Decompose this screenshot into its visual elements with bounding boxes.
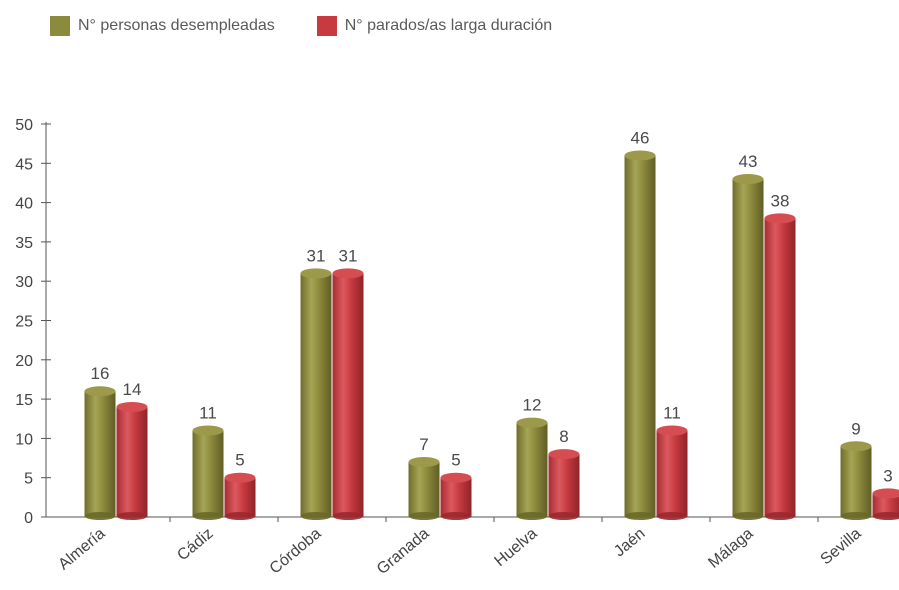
bar-base [332, 512, 364, 520]
data-label: 3 [883, 466, 892, 485]
y-tick-label: 35 [15, 235, 33, 252]
bar-cap [840, 441, 872, 452]
data-label: 9 [851, 419, 860, 438]
bar [300, 273, 332, 517]
x-tick-label: Sevilla [818, 525, 865, 568]
bar [732, 179, 764, 517]
bar-base [732, 512, 764, 520]
bar-base [656, 512, 688, 520]
data-label: 46 [631, 128, 650, 147]
bar-cap [192, 425, 224, 436]
bar [764, 218, 796, 517]
y-tick-label: 25 [15, 314, 33, 331]
data-label: 7 [419, 435, 428, 454]
x-tick-label: Córdoba [267, 525, 325, 578]
bar-cap [656, 425, 688, 436]
data-label: 11 [199, 404, 217, 423]
bar-cap [732, 174, 764, 185]
legend-swatch-series-2 [316, 16, 337, 36]
bar-base [872, 512, 899, 520]
x-tick-label: Almería [55, 525, 108, 574]
data-label: 14 [123, 380, 142, 399]
bar [332, 273, 364, 517]
bar-cap [300, 268, 332, 279]
legend: N° personas desempleadas N° parados/as l… [50, 16, 594, 36]
bar-cap [224, 472, 256, 483]
x-tick-label: Huelva [491, 525, 540, 570]
bar [548, 454, 580, 517]
data-label: 16 [91, 364, 110, 383]
bar-cap [516, 417, 548, 428]
y-tick-label: 10 [15, 431, 33, 448]
y-tick-label: 30 [15, 274, 33, 291]
bar-base [516, 512, 548, 520]
y-tick-label: 45 [15, 156, 33, 173]
y-tick-label: 50 [15, 117, 33, 134]
data-label: 11 [663, 404, 681, 423]
bar-base [224, 512, 256, 520]
bar-cap [116, 401, 148, 412]
bar [624, 155, 656, 517]
data-label: 12 [523, 396, 542, 415]
data-label: 31 [307, 246, 326, 265]
y-tick-label: 15 [15, 392, 33, 409]
data-label: 31 [339, 246, 358, 265]
data-label: 8 [559, 427, 568, 446]
bar [872, 493, 899, 517]
bar-base [840, 512, 872, 520]
bar [408, 461, 440, 517]
bars-layer [84, 150, 899, 520]
bar [116, 406, 148, 517]
legend-label-series-1: N° personas desempleadas [78, 17, 275, 34]
y-tick-label: 5 [24, 471, 33, 488]
bar [840, 446, 872, 517]
y-tick-label: 0 [24, 510, 33, 527]
bar-cap [332, 268, 364, 279]
x-tick-label: Jaén [611, 525, 649, 560]
x-tick-label: Málaga [705, 525, 756, 572]
bar-base [192, 512, 224, 520]
bar [516, 422, 548, 517]
y-tick-label: 40 [15, 196, 33, 213]
bar-base [408, 512, 440, 520]
bar [192, 430, 224, 517]
bar-cap [764, 213, 796, 224]
bar-cap [872, 488, 899, 499]
bar-base [764, 512, 796, 520]
bar [656, 430, 688, 517]
bar-cap [440, 472, 472, 483]
data-label: 5 [235, 451, 244, 470]
bar-base [300, 512, 332, 520]
y-tick-label: 20 [15, 353, 33, 370]
bar-cap [548, 449, 580, 460]
data-label: 5 [451, 451, 460, 470]
x-tick-label: Cádiz [174, 525, 216, 564]
bar [224, 477, 256, 517]
bar [84, 391, 116, 517]
bar [440, 477, 472, 517]
bar-base [84, 512, 116, 520]
x-tick-label: Granada [374, 525, 433, 578]
bar-cap [408, 456, 440, 467]
bar-base [624, 512, 656, 520]
bar-cap [624, 150, 656, 161]
legend-item-series-1: N° personas desempleadas [50, 16, 275, 36]
data-label: 43 [739, 152, 758, 171]
bar-base [440, 512, 472, 520]
bar-cap [84, 386, 116, 397]
data-label: 38 [771, 191, 790, 210]
bar-base [548, 512, 580, 520]
legend-label-series-2: N° parados/as larga duración [344, 17, 553, 34]
legend-swatch-series-1 [50, 16, 70, 36]
legend-item-series-2: N° parados/as larga duración [316, 16, 553, 36]
bar-base [116, 512, 148, 520]
